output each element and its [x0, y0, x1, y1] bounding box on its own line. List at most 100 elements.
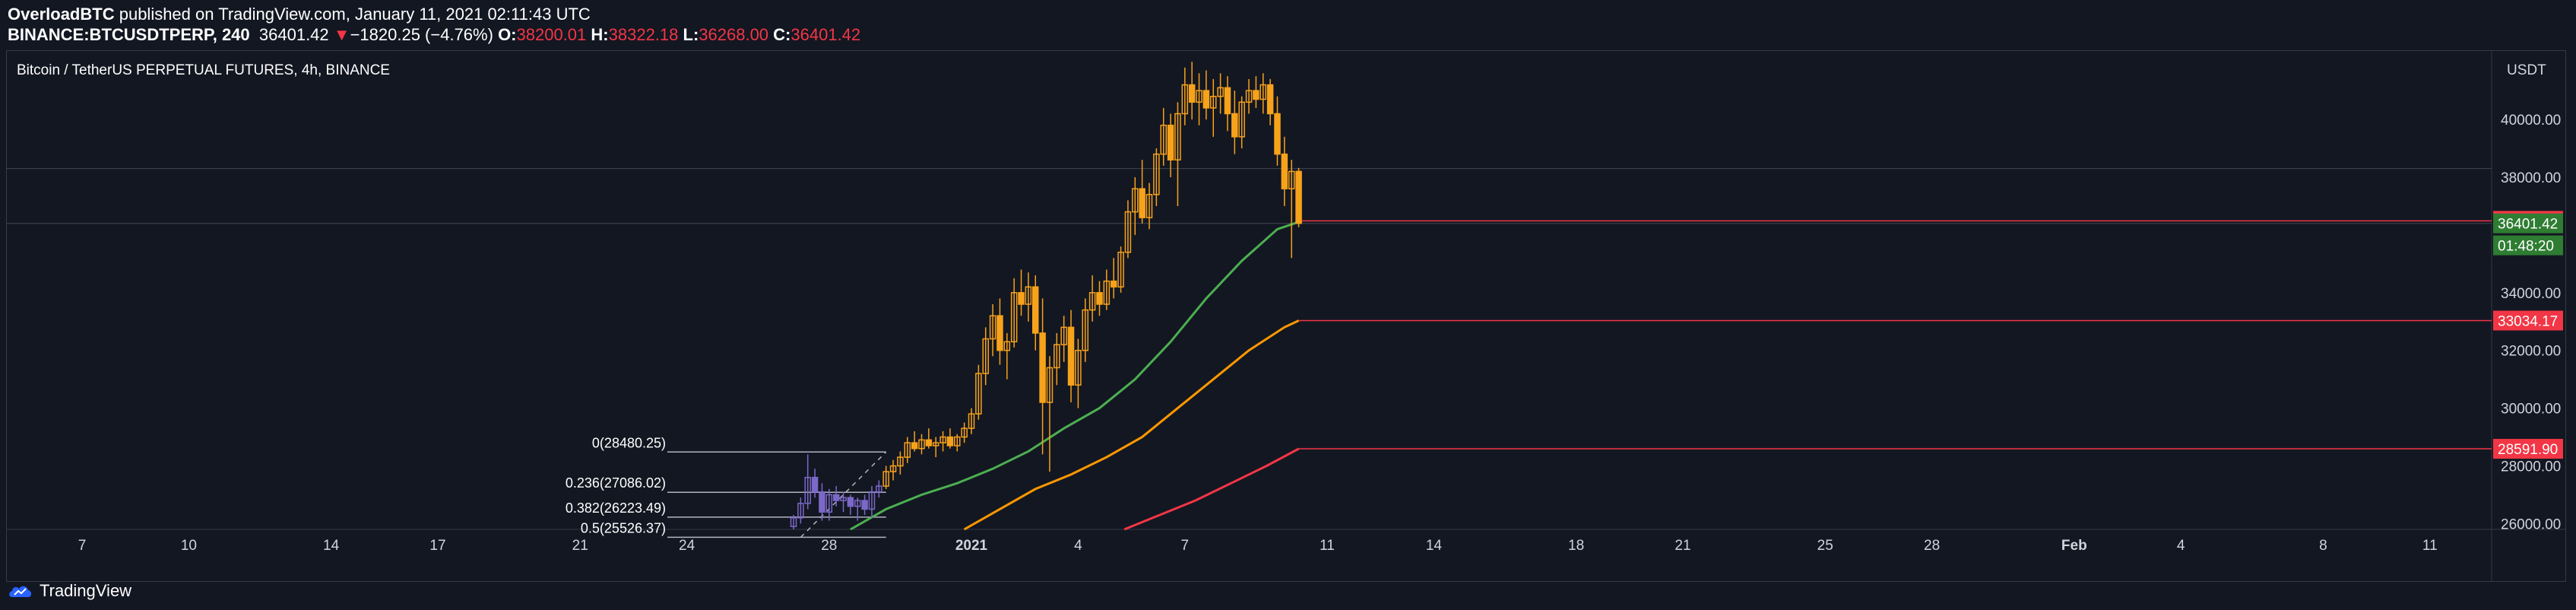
current-price-tag: [2493, 213, 2563, 234]
time-tick-label: 7: [78, 538, 87, 554]
candle-body: [982, 338, 989, 374]
time-tick-label: 4: [1074, 538, 1082, 554]
candle-body: [1188, 84, 1196, 103]
candle-body: [1174, 113, 1181, 160]
tradingview-cloud-icon: [9, 586, 32, 597]
price-tick-label: 30000.00: [2501, 402, 2561, 418]
candle-body: [904, 442, 911, 458]
symbol-label: BINANCE:BTCUSDTPERP, 240: [8, 25, 250, 44]
candle-body: [868, 491, 876, 510]
candle-body: [1238, 101, 1245, 138]
candle-body: [1196, 90, 1202, 103]
candle-body: [975, 373, 982, 415]
published-text: published on TradingView.com, January 11…: [119, 5, 591, 24]
candle-body: [1018, 292, 1025, 305]
change-arrow-icon: ▼: [333, 25, 350, 44]
candle-body: [1202, 90, 1210, 109]
candle-body: [1145, 194, 1153, 218]
high-label: H:: [591, 25, 609, 44]
chart-title: Bitcoin / TetherUS PERPETUAL FUTURES, 4h…: [17, 62, 390, 78]
candle-body: [832, 494, 840, 501]
time-tick-label: Feb: [2061, 538, 2087, 554]
fib-level-label: 0.382(26223.49): [566, 500, 666, 516]
time-tick-label: 18: [1568, 538, 1584, 554]
candle-body: [1288, 170, 1295, 189]
candle-body: [861, 500, 868, 510]
candle-body: [946, 436, 954, 446]
candle-body: [939, 436, 946, 443]
time-tick-label: 21: [572, 538, 588, 554]
level-price-label: 33034.17: [2498, 313, 2558, 329]
change-value: −1820.25 (−4.76%): [350, 25, 493, 44]
candle-body: [932, 442, 939, 446]
ohlc-legend: BINANCE:BTCUSDTPERP, 240 36401.42 ▼−1820…: [8, 25, 860, 45]
candle-body: [854, 500, 861, 507]
candle-body: [1274, 113, 1281, 155]
candle-body: [882, 471, 889, 487]
candle-body: [1025, 286, 1032, 305]
time-tick-label: 24: [679, 538, 695, 554]
candle-body: [797, 503, 804, 519]
candle-body: [1217, 87, 1224, 97]
candle-body: [954, 436, 961, 446]
chart-area[interactable]: 40000.00 38000.00 34000.00 32000.00 30000.00…: [6, 50, 2566, 582]
level-price-label: 28591.90: [2498, 442, 2558, 458]
tradingview-brand: TradingView: [40, 581, 132, 600]
fib-level-label: 0.5(25526.37): [581, 520, 666, 535]
candle-body: [1088, 292, 1096, 311]
candle-body: [897, 456, 904, 467]
current-price-label: 36401.42: [2498, 217, 2558, 233]
level-price-tag: [2493, 439, 2563, 459]
candle-body: [1046, 367, 1054, 403]
candle-body: [1110, 280, 1117, 288]
time-tick-label: 17: [429, 538, 445, 554]
time-tick-label: 8: [2319, 538, 2327, 554]
candle-body: [1231, 113, 1238, 138]
candle-body: [1117, 251, 1124, 288]
candle-body: [840, 497, 847, 501]
candle-body: [876, 485, 882, 493]
price-chart[interactable]: 40000.00 38000.00 34000.00 32000.00 30000.00…: [6, 50, 2566, 582]
candle-body: [968, 413, 975, 429]
level-price-tag: [2493, 310, 2563, 331]
ma-red-line: [1123, 447, 1300, 531]
price-tick-label: 32000.00: [2501, 344, 2561, 360]
time-tick-label: 14: [323, 538, 340, 554]
fib-level-label: 0(28480.25): [592, 435, 666, 450]
candle-body: [804, 476, 811, 504]
candle-body: [1010, 292, 1018, 343]
candle-body: [1096, 292, 1103, 305]
candle-body: [961, 427, 968, 438]
candle-body: [1139, 188, 1145, 218]
tradingview-logo[interactable]: TradingView: [8, 581, 131, 601]
time-tick-label: 7: [1181, 538, 1190, 554]
candle-body: [811, 476, 819, 493]
candle-body: [911, 442, 918, 450]
publish-info: OverloadBTC published on TradingView.com…: [8, 5, 591, 24]
author-name[interactable]: OverloadBTC: [8, 5, 115, 24]
time-tick-label: 2021: [955, 538, 988, 554]
candle-body: [1281, 153, 1288, 189]
current-price-label: 01:48:20: [2498, 239, 2554, 255]
ma-orange-line: [963, 319, 1300, 531]
open-label: O:: [498, 25, 517, 44]
last-price: 36401.42: [258, 25, 329, 44]
candle-body: [989, 315, 996, 340]
candle-body: [1031, 286, 1039, 334]
candle-body: [1054, 344, 1060, 369]
close-value: 36401.42: [791, 25, 861, 44]
time-tick-label: 14: [1426, 538, 1443, 554]
candle-body: [1259, 84, 1267, 100]
candle-body: [889, 465, 897, 472]
time-tick-label: 28: [821, 538, 837, 554]
fib-level-label: 0.236(27086.02): [566, 475, 666, 491]
fib-trend-line: [800, 451, 887, 538]
candle-body: [1075, 349, 1082, 386]
time-tick-label: 25: [1817, 538, 1833, 554]
candle-body: [1003, 341, 1011, 351]
candle-body: [1167, 124, 1174, 160]
price-tick-label: 28000.00: [2501, 459, 2561, 475]
candle-body: [847, 497, 854, 507]
time-tick-label: 10: [181, 538, 197, 554]
candle-body: [1209, 95, 1217, 109]
